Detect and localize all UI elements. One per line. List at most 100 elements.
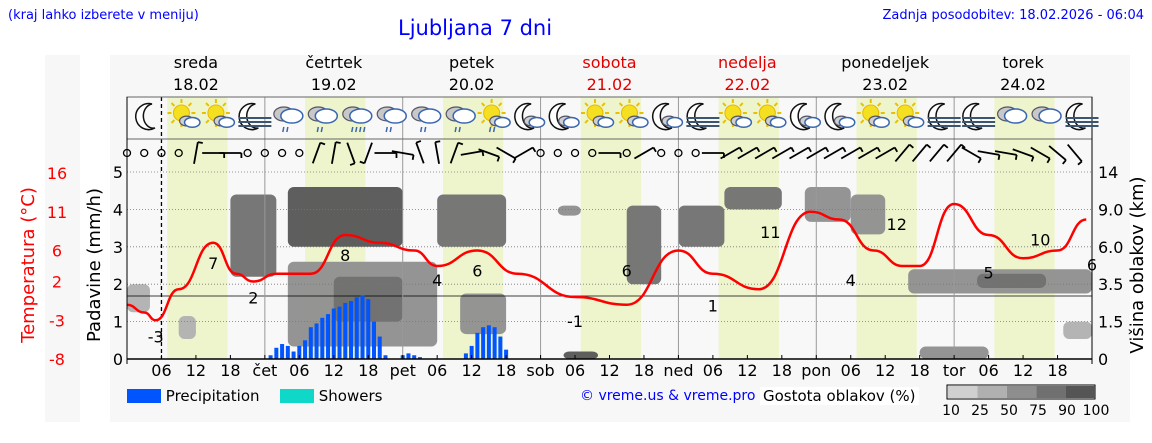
moon-cloud-icon — [514, 102, 546, 131]
wind-barb-icon — [720, 146, 743, 160]
wind-barb-icon — [633, 146, 657, 160]
wind-barb-icon — [374, 152, 398, 158]
wind-barb-icon — [346, 142, 356, 166]
wind-barb-icon — [858, 146, 881, 160]
moon-fog-icon — [686, 102, 720, 131]
precipitation-bar — [331, 308, 336, 359]
wind-barb-icon — [754, 146, 778, 160]
time-axis-tick: pet — [390, 361, 416, 380]
time-axis-tick: 12 — [875, 361, 895, 380]
precipitation-bar — [308, 327, 313, 359]
precipitation-bar — [481, 327, 486, 359]
cloud-density-swatch — [1036, 386, 1066, 398]
time-axis-tick: 12 — [186, 361, 206, 380]
wind-calm-icon — [622, 148, 631, 158]
legend-precipitation: Precipitation — [127, 387, 260, 405]
precipitation-label: Precipitation — [165, 387, 260, 405]
moon-fog-icon — [238, 102, 272, 131]
cloud-height-axis-label: Višina oblakov (km) — [1127, 176, 1148, 353]
time-axis-tick: 18 — [909, 361, 929, 380]
time-axis-tick: 06 — [151, 361, 171, 380]
wind-barb-icon — [994, 150, 1018, 160]
time-axis-tick: 18 — [220, 361, 240, 380]
cloud-height-axis-tick: 6.0 — [1098, 238, 1123, 257]
precipitation-bar — [297, 345, 302, 359]
time-axis-tick: 12 — [1013, 361, 1033, 380]
wind-barb-icon — [513, 146, 537, 160]
sun-cloud-icon — [581, 99, 615, 129]
wind-calm-icon — [122, 148, 132, 158]
temperature-label: 4 — [432, 271, 442, 290]
temperature-label: -1 — [567, 312, 583, 331]
moon-fog-icon — [962, 102, 996, 131]
cloud-icon — [1031, 106, 1062, 124]
showers-swatch — [280, 389, 314, 403]
time-axis-tick: 18 — [358, 361, 378, 380]
precip-axis-tick: 5 — [113, 163, 123, 182]
cloud-height-axis-tick: 3.5 — [1098, 275, 1123, 294]
precip-axis-tick: 4 — [113, 200, 123, 219]
day-date: 22.02 — [724, 75, 771, 94]
day-header: nedelja 22.02 — [687, 52, 807, 96]
wind-barb-icon — [193, 141, 203, 164]
wind-barb-icon — [478, 148, 501, 162]
copyright-link[interactable]: © vreme.us & vreme.pro — [580, 388, 756, 404]
moon-cloud-icon — [651, 102, 684, 131]
day-header: četrtek 19.02 — [274, 52, 394, 96]
precipitation-bar — [280, 344, 285, 359]
sun-cloud-icon — [615, 99, 649, 129]
precipitation-bar — [320, 317, 325, 359]
day-header: torek 24.02 — [963, 52, 1083, 96]
precip-axis-tick: 2 — [113, 275, 123, 294]
time-axis-tick: 12 — [324, 361, 344, 380]
day-date: 20.02 — [448, 75, 495, 94]
cloud-icon — [996, 106, 1028, 124]
cloud-cell — [460, 293, 507, 335]
temperature-axis-tick: -8 — [49, 350, 65, 369]
wind-calm-icon — [657, 148, 666, 158]
temperature-axis-strip — [45, 55, 80, 422]
wind-calm-icon — [674, 148, 683, 158]
wind-calm-icon — [536, 148, 545, 158]
wind-barb-icon — [1048, 145, 1067, 165]
precipitation-bar — [371, 321, 376, 359]
wind-calm-icon — [570, 148, 580, 158]
precipitation-bar — [383, 355, 388, 359]
sun-cloud-icon — [856, 99, 890, 129]
moon-cloud-icon — [548, 102, 580, 131]
cloud-density-tick: 100 — [1083, 403, 1110, 419]
temperature-label: 7 — [208, 254, 218, 273]
cloud-height-axis-tick: 14 — [1098, 163, 1118, 182]
wind-calm-icon — [553, 148, 562, 158]
precipitation-bar — [463, 353, 468, 359]
temperature-label: 5 — [984, 263, 994, 282]
cloud-density-swatch — [977, 386, 1007, 398]
cloud-cell — [557, 205, 581, 216]
cloud-cell — [230, 194, 277, 277]
temperature-label: 6 — [472, 262, 482, 281]
temperature-axis-tick: 6 — [52, 242, 62, 261]
wind-barb-icon — [806, 146, 830, 160]
wind-barb-icon — [449, 141, 464, 164]
sun-cloud-icon — [718, 99, 753, 129]
wind-barb-icon — [330, 141, 341, 164]
cloud-height-axis-tick: 0 — [1098, 350, 1108, 369]
day-header: petek 20.02 — [412, 52, 532, 96]
precipitation-bar — [504, 349, 509, 359]
wind-barb-icon — [311, 141, 326, 164]
precipitation-bar — [377, 336, 382, 359]
cloud-cell — [678, 205, 725, 247]
sun-rain-icon — [477, 99, 511, 133]
wind-barb-icon — [434, 140, 441, 164]
rain-icon — [445, 106, 476, 133]
wind-barb-icon — [460, 150, 485, 157]
cloud-density-tick: 10 — [942, 403, 960, 419]
precipitation-bar — [291, 351, 296, 359]
time-axis-tick: pon — [801, 361, 831, 380]
cloud-cell — [626, 205, 662, 285]
wind-barb-icon — [789, 146, 812, 160]
temperature-axis-tick: -3 — [49, 311, 65, 330]
wind-barb-icon — [946, 143, 966, 163]
precipitation-bar — [406, 353, 411, 359]
day-name: torek — [1002, 53, 1044, 72]
